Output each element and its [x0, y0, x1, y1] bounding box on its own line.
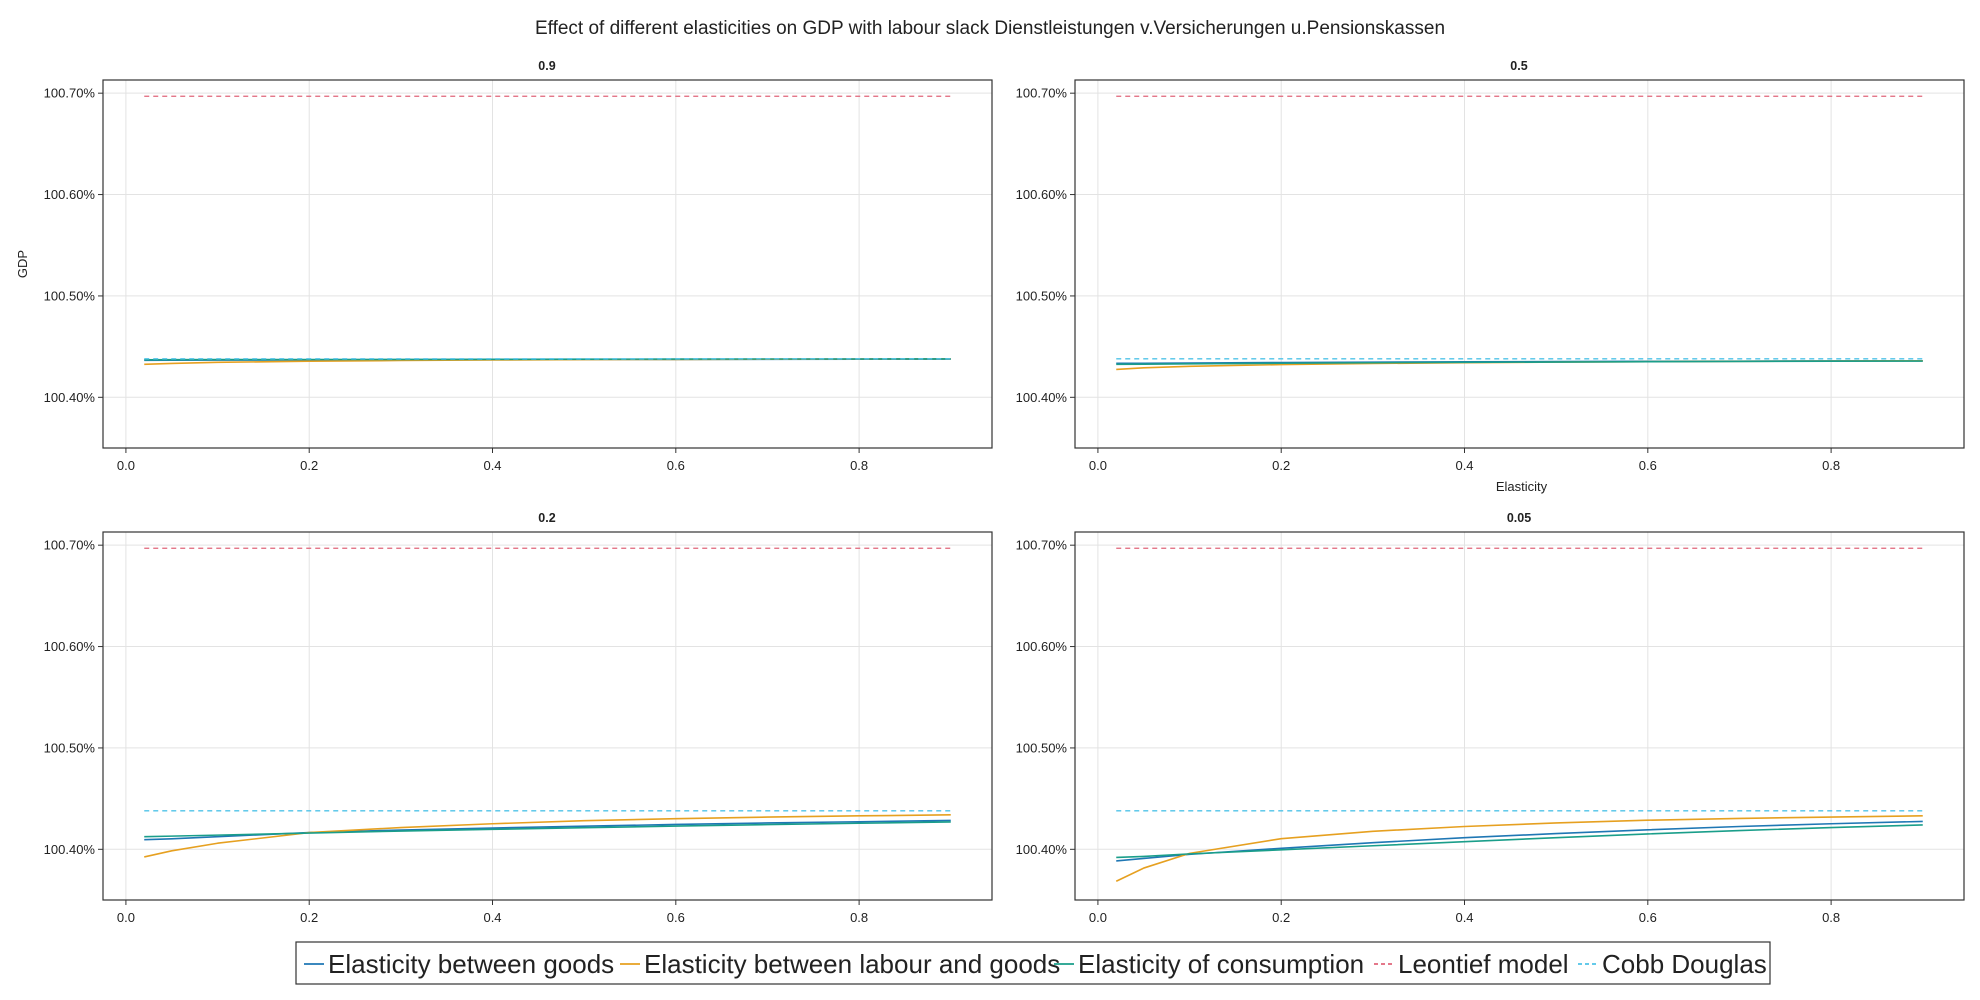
series-line-elasticity-of-consumption: [1116, 824, 1923, 859]
x-tick-label: 0.2: [300, 910, 318, 925]
x-tick-label: 0.0: [1089, 910, 1107, 925]
legend-label: Elasticity between goods: [328, 949, 614, 979]
series-line-elasticity-between-labour-and-goods: [1115, 815, 1923, 882]
subplot-title: 0.9: [538, 59, 555, 73]
y-tick-label: 100.40%: [1016, 390, 1068, 405]
subplot-panel: 0.9 0.0 0.2 0.4 0.6 0.8 100.40% 100.50% 100.60%…: [15, 59, 993, 473]
y-tick-label: 100.50%: [1016, 288, 1068, 303]
plot-frame: [1074, 79, 1965, 449]
y-tick-label: 100.70%: [1016, 538, 1068, 553]
x-tick-label: 0.8: [850, 910, 868, 925]
x-tick-label: 0.8: [1822, 458, 1840, 473]
y-tick-label: 100.60%: [44, 639, 96, 654]
x-tick-label: 0.8: [850, 458, 868, 473]
figure-title: Effect of different elasticities on GDP …: [535, 18, 1445, 39]
x-tick-label: 0.2: [300, 458, 318, 473]
x-tick-label: 0.6: [1639, 910, 1657, 925]
y-tick-label: 100.60%: [1016, 639, 1068, 654]
plot-frame: [102, 531, 993, 901]
y-tick-label: 100.40%: [44, 390, 96, 405]
series-line-elasticity-between-labour-and-goods: [144, 814, 951, 858]
legend-frame: [295, 941, 1771, 985]
x-tick-label: 0.6: [1639, 458, 1657, 473]
x-axis-label: Elasticity: [1496, 479, 1548, 494]
x-tick-label: 0.6: [667, 458, 685, 473]
series-line-elasticity-of-consumption: [144, 358, 951, 361]
y-tick-label: 100.50%: [1016, 740, 1068, 755]
x-tick-label: 0.0: [117, 458, 135, 473]
y-tick-label: 100.60%: [44, 187, 96, 202]
plot-area: [103, 80, 992, 448]
y-tick-label: 100.50%: [44, 740, 96, 755]
x-tick-label: 0.0: [117, 910, 135, 925]
plot-frame: [102, 79, 993, 449]
x-tick-label: 0.2: [1272, 458, 1290, 473]
y-tick-label: 100.70%: [44, 538, 96, 553]
legend-label: Cobb Douglas: [1602, 949, 1767, 979]
x-tick-label: 0.6: [667, 910, 685, 925]
subplot-title: 0.5: [1510, 59, 1527, 73]
series-line-elasticity-of-consumption: [144, 821, 951, 838]
plot-area: [1075, 80, 1964, 448]
legend-label: Leontief model: [1398, 949, 1569, 979]
subplot-title: 0.05: [1507, 511, 1531, 525]
y-tick-label: 100.60%: [1016, 187, 1068, 202]
subplot-panel: 0.5 0.0 0.2 0.4 0.6 0.8 100.40% 100.50% 100.60%…: [1016, 59, 1965, 494]
x-tick-label: 0.2: [1272, 910, 1290, 925]
y-tick-label: 100.40%: [1016, 842, 1068, 857]
x-tick-label: 0.4: [483, 458, 501, 473]
series-line-elasticity-of-consumption: [1116, 360, 1923, 366]
subplot-panel: 0.05 0.0 0.2 0.4 0.6 0.8 100.40% 100.50% 100.60…: [1016, 511, 1965, 925]
y-tick-label: 100.70%: [1016, 86, 1068, 101]
subplot-panel: 0.2 0.0 0.2 0.4 0.6 0.8 100.40% 100.50% 100.60%…: [44, 511, 993, 925]
plot-frame: [1074, 531, 1965, 901]
x-tick-label: 0.4: [483, 910, 501, 925]
legend-label: Elasticity between labour and goods: [644, 949, 1060, 979]
x-tick-label: 0.8: [1822, 910, 1840, 925]
series-line-elasticity-between-goods: [1116, 820, 1923, 862]
chart-legend: Elasticity between goods Elasticity betwe…: [295, 941, 1771, 985]
y-axis-label: GDP: [15, 250, 30, 278]
y-tick-label: 100.50%: [44, 288, 96, 303]
subplot-title: 0.2: [538, 511, 555, 525]
y-tick-label: 100.40%: [44, 842, 96, 857]
x-tick-label: 0.4: [1455, 910, 1473, 925]
legend-label: Elasticity of consumption: [1078, 949, 1364, 979]
x-tick-label: 0.4: [1455, 458, 1473, 473]
x-tick-label: 0.0: [1089, 458, 1107, 473]
series-line-elasticity-between-goods: [144, 819, 951, 841]
y-tick-label: 100.70%: [44, 86, 96, 101]
